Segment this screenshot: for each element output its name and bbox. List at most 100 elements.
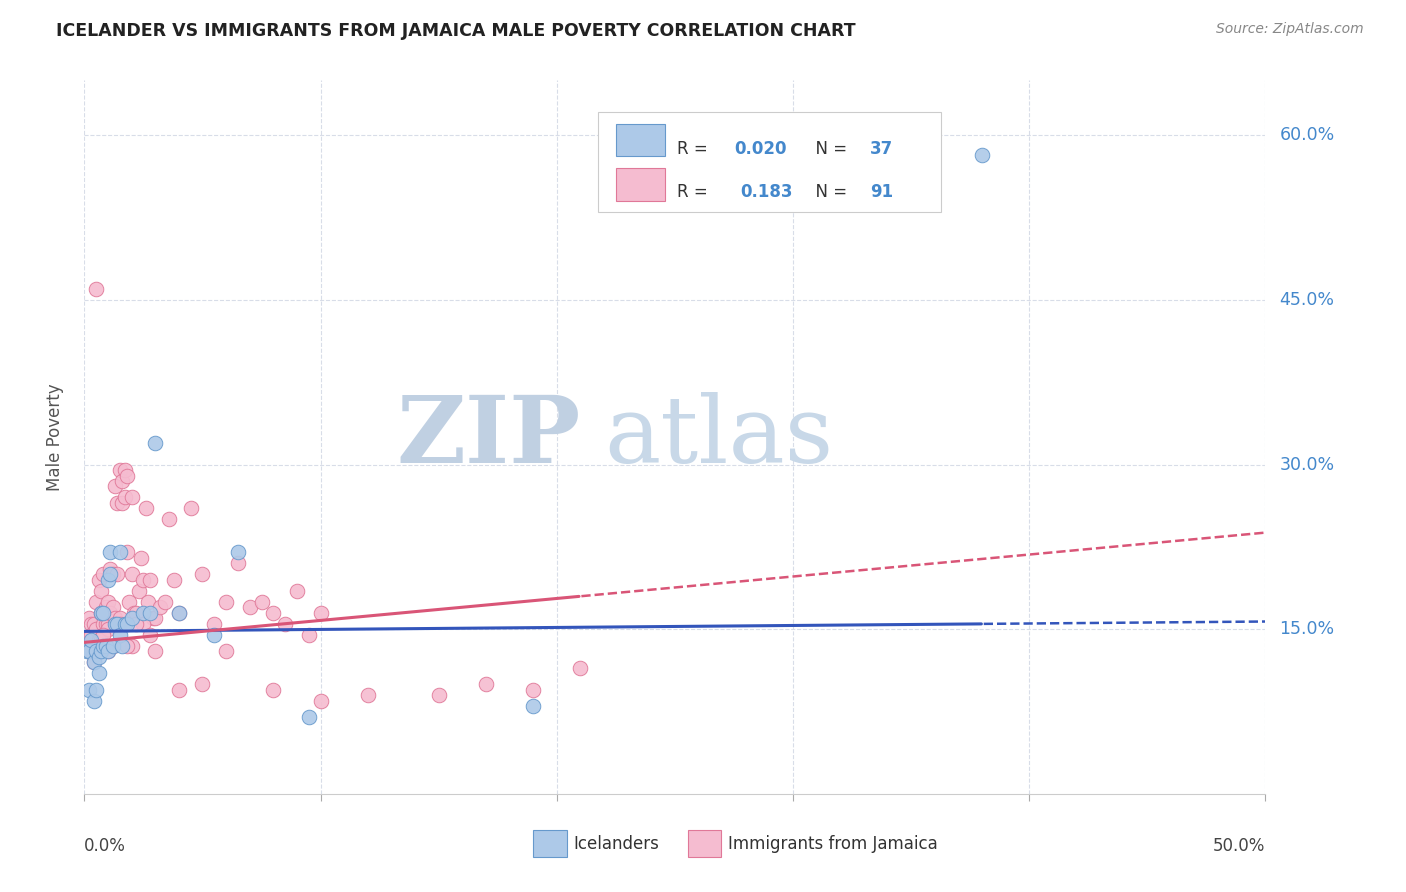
Point	[108, 545, 131, 559]
Point	[91, 606, 114, 620]
Text: 60.0%: 60.0%	[1279, 126, 1334, 145]
Point	[309, 606, 332, 620]
Point	[285, 583, 308, 598]
Point	[167, 606, 190, 620]
Point	[111, 474, 134, 488]
FancyBboxPatch shape	[598, 112, 941, 212]
Point	[239, 600, 262, 615]
Text: R =: R =	[678, 183, 718, 201]
Text: Source: ZipAtlas.com: Source: ZipAtlas.com	[1216, 22, 1364, 37]
Point	[98, 562, 121, 576]
Point	[76, 644, 98, 658]
Point	[121, 611, 143, 625]
Point	[111, 496, 134, 510]
Point	[157, 512, 180, 526]
Point	[76, 639, 98, 653]
Point	[84, 644, 107, 658]
Point	[107, 567, 129, 582]
FancyBboxPatch shape	[616, 123, 665, 156]
Point	[84, 622, 107, 636]
Text: N =: N =	[804, 140, 852, 159]
Point	[101, 639, 124, 653]
Point	[80, 644, 103, 658]
Point	[90, 633, 112, 648]
Point	[202, 616, 225, 631]
Point	[125, 606, 148, 620]
Point	[101, 639, 124, 653]
Point	[77, 611, 100, 625]
Text: 0.0%: 0.0%	[84, 837, 127, 855]
Point	[80, 628, 103, 642]
Point	[87, 649, 110, 664]
Point	[101, 567, 124, 582]
Point	[139, 628, 162, 642]
Point	[98, 545, 121, 559]
Text: atlas: atlas	[605, 392, 834, 482]
Point	[91, 616, 114, 631]
Point	[115, 639, 138, 653]
Point	[970, 148, 993, 162]
Point	[97, 616, 120, 631]
Point	[202, 628, 225, 642]
Point	[84, 282, 107, 296]
Point	[522, 682, 544, 697]
Point	[167, 606, 190, 620]
Point	[167, 682, 190, 697]
Point	[90, 644, 112, 658]
Point	[108, 463, 131, 477]
Point	[97, 573, 120, 587]
Point	[87, 666, 110, 681]
Point	[191, 567, 214, 582]
Point	[107, 496, 129, 510]
Text: 0.183: 0.183	[740, 183, 793, 201]
Text: ICELANDER VS IMMIGRANTS FROM JAMAICA MALE POVERTY CORRELATION CHART: ICELANDER VS IMMIGRANTS FROM JAMAICA MAL…	[56, 22, 856, 40]
Point	[569, 660, 592, 674]
Point	[191, 677, 214, 691]
Point	[90, 606, 112, 620]
Text: 37: 37	[870, 140, 893, 159]
Text: 30.0%: 30.0%	[1279, 456, 1334, 474]
Text: 15.0%: 15.0%	[1279, 620, 1334, 638]
Point	[115, 616, 138, 631]
Point	[215, 595, 238, 609]
Point	[94, 616, 117, 631]
Y-axis label: Male Poverty: Male Poverty	[46, 384, 65, 491]
Point	[427, 688, 450, 702]
Point	[98, 606, 121, 620]
Point	[115, 545, 138, 559]
Point	[226, 545, 249, 559]
Point	[108, 628, 131, 642]
Point	[77, 644, 100, 658]
Point	[298, 710, 321, 724]
Point	[136, 595, 159, 609]
Point	[274, 616, 297, 631]
Point	[143, 435, 166, 450]
Text: 91: 91	[870, 183, 893, 201]
Text: ZIP: ZIP	[396, 392, 581, 482]
Point	[139, 573, 162, 587]
Text: 50.0%: 50.0%	[1213, 837, 1265, 855]
Point	[94, 600, 117, 615]
Point	[97, 644, 120, 658]
Point	[128, 583, 150, 598]
Point	[87, 573, 110, 587]
Point	[80, 616, 103, 631]
Point	[83, 616, 105, 631]
Point	[87, 633, 110, 648]
Point	[129, 550, 152, 565]
Point	[115, 468, 138, 483]
Point	[97, 644, 120, 658]
Point	[83, 693, 105, 707]
Point	[262, 682, 284, 697]
Point	[163, 573, 186, 587]
Point	[357, 688, 380, 702]
Point	[97, 622, 120, 636]
Point	[132, 616, 155, 631]
Point	[104, 479, 127, 493]
Point	[298, 628, 321, 642]
Text: Immigrants from Jamaica: Immigrants from Jamaica	[728, 835, 938, 853]
Text: 0.020: 0.020	[734, 140, 786, 159]
Point	[90, 606, 112, 620]
Point	[107, 616, 129, 631]
Point	[309, 693, 332, 707]
